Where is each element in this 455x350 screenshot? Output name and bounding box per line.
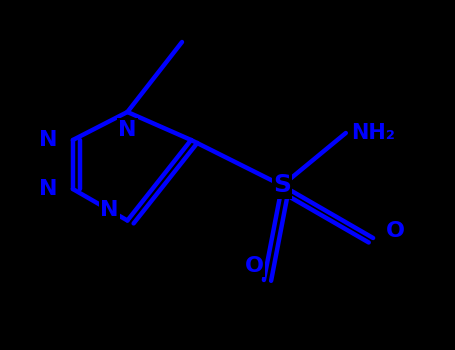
Text: S: S (273, 174, 291, 197)
Text: NH₂: NH₂ (351, 123, 395, 143)
Text: N: N (100, 200, 118, 220)
Text: N: N (39, 179, 57, 199)
Text: O: O (245, 256, 264, 276)
Text: N: N (118, 119, 136, 140)
Text: N: N (39, 130, 57, 150)
Text: O: O (386, 221, 405, 241)
